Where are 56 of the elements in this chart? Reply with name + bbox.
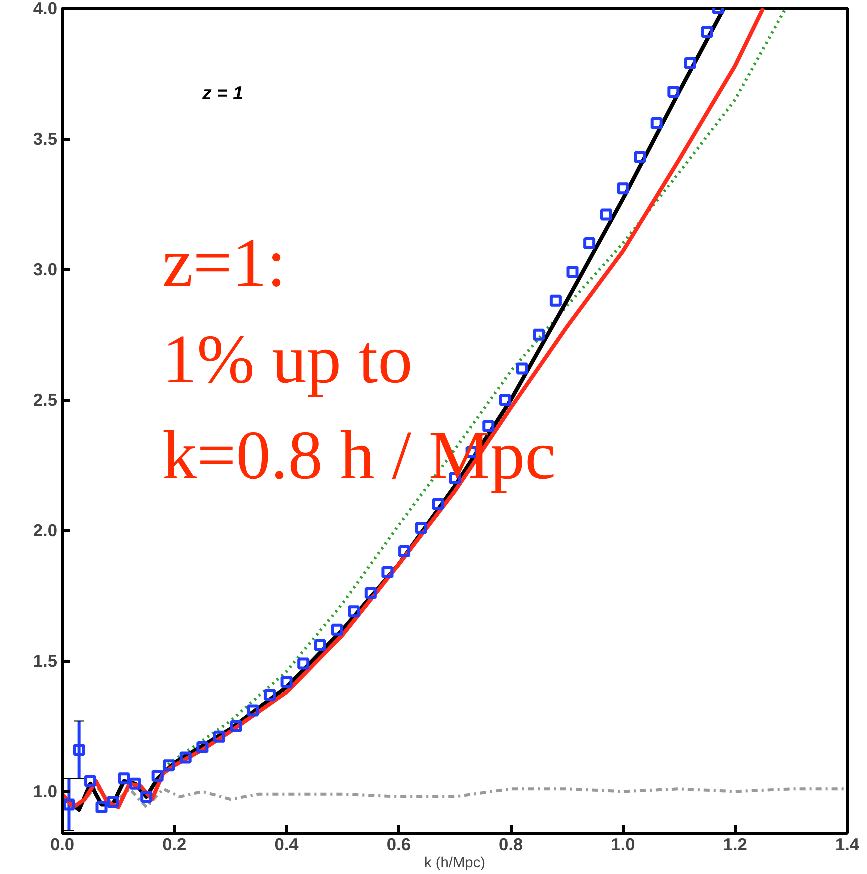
point <box>668 86 680 98</box>
point <box>96 801 108 814</box>
annotation: z = 1 <box>202 82 244 104</box>
point <box>617 182 630 195</box>
x-tick-label: 0.8 <box>499 834 524 854</box>
point <box>73 744 86 756</box>
point <box>499 394 512 406</box>
point <box>382 566 394 578</box>
x-tick-label: 1.4 <box>835 834 860 854</box>
point <box>196 741 209 754</box>
point <box>600 208 612 221</box>
y-tick-label: 1.0 <box>33 782 58 802</box>
y-tick-label: 2.5 <box>33 390 58 410</box>
point <box>415 522 428 534</box>
point <box>398 546 411 558</box>
point <box>118 772 130 785</box>
y-tick-label: 3.0 <box>33 260 58 280</box>
point <box>634 151 646 164</box>
point <box>129 778 142 790</box>
point <box>584 237 596 250</box>
point <box>533 328 546 341</box>
x-tick-label: 0.0 <box>50 834 75 854</box>
point <box>163 760 176 772</box>
point <box>264 689 276 702</box>
point <box>432 498 444 511</box>
x-tick-label: 0.6 <box>386 834 412 854</box>
x-axis-title: k (h/Mpc) <box>424 856 486 872</box>
point <box>701 26 714 38</box>
point <box>331 624 344 636</box>
y-tick-label: 4.0 <box>33 0 58 18</box>
y-tick-label: 3.5 <box>33 129 58 150</box>
x-tick-label: 1.2 <box>723 834 748 854</box>
y-tick-label: 1.5 <box>33 651 58 672</box>
point <box>230 720 242 732</box>
point <box>314 640 326 652</box>
point <box>298 658 310 670</box>
x-tick-label: 1.0 <box>611 834 636 854</box>
point <box>684 57 696 70</box>
point <box>106 796 119 808</box>
point <box>650 117 663 130</box>
point <box>280 676 293 688</box>
point <box>84 775 97 788</box>
x-tick-label: 0.4 <box>274 834 300 854</box>
point <box>140 790 153 803</box>
point <box>214 730 226 743</box>
point <box>364 587 377 600</box>
point <box>247 704 260 717</box>
point <box>516 362 528 375</box>
y-tick-label: 2.0 <box>33 520 58 541</box>
point <box>152 770 164 782</box>
x-tick-label: 0.2 <box>162 834 187 854</box>
point <box>348 606 360 618</box>
point <box>180 752 192 764</box>
point <box>550 294 562 307</box>
point <box>63 798 76 811</box>
point <box>566 266 579 278</box>
